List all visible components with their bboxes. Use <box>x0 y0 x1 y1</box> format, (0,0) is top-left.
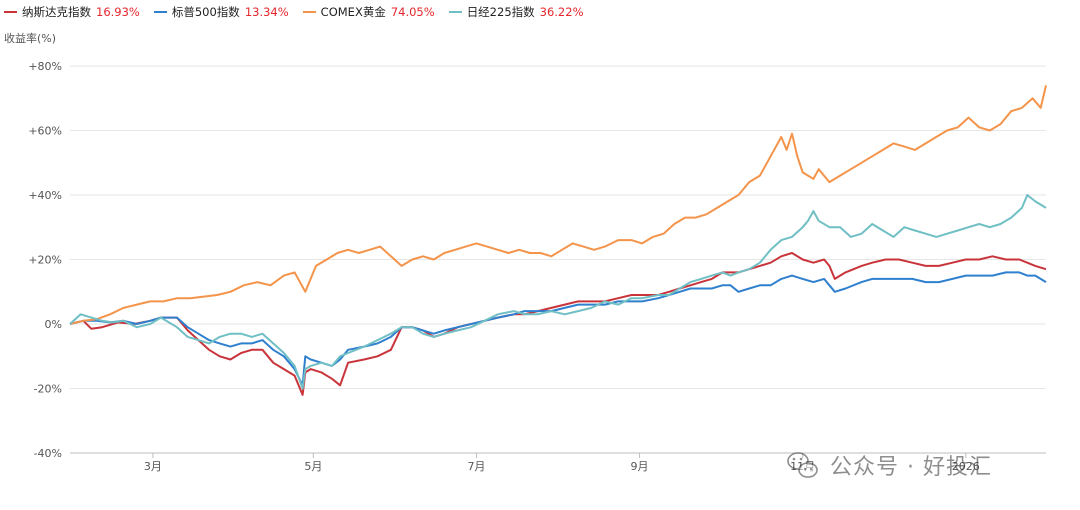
legend-swatch-nikkei225 <box>448 11 462 13</box>
grid-lines <box>70 65 1046 454</box>
legend-swatch-comex-gold <box>302 11 316 13</box>
y-tick-label: +20% <box>28 254 62 267</box>
legend-name-comex-gold: COMEX黄金 <box>320 5 386 19</box>
legend-name-sp500: 标普500指数 <box>171 5 240 19</box>
legend-return-nikkei225: 36.22% <box>539 5 584 19</box>
legend-return-nasdaq: 16.93% <box>96 5 140 19</box>
chart-legend: 纳斯达克指数 16.93% 标普500指数 13.34% COMEX黄金 74.… <box>4 2 598 22</box>
legend-name-nasdaq: 纳斯达克指数 <box>22 5 91 19</box>
legend-swatch-sp500 <box>153 11 167 13</box>
y-tick-label: -40% <box>34 447 62 460</box>
legend-return-sp500: 13.34% <box>244 5 289 19</box>
legend-swatch-nasdaq <box>4 11 17 13</box>
legend-return-comex-gold: 74.05% <box>390 5 435 19</box>
x-tick-label: 3月 <box>144 460 162 473</box>
y-tick-label: -20% <box>34 383 62 396</box>
x-tick-label: 5月 <box>304 460 322 473</box>
series-line-comex-gold[interactable] <box>69 85 1047 325</box>
x-tick-label: 2026 <box>952 460 980 473</box>
y-axis-ticks: +80% +60% +40% +20% 0% -20% -40% <box>28 60 62 460</box>
watermark: 公众号 · 好投汇 <box>787 452 992 480</box>
x-tick-label: 7月 <box>467 460 485 473</box>
series-line-nikkei225[interactable] <box>69 194 1047 390</box>
watermark-text: 公众号 · 好投汇 <box>830 455 992 480</box>
legend-item-comex-gold[interactable]: COMEX黄金 74.05% <box>302 4 435 20</box>
legend-name-nikkei225: 日经225指数 <box>466 5 535 19</box>
legend-item-nikkei225[interactable]: 日经225指数 36.22% <box>448 4 584 20</box>
y-tick-label: 0% <box>45 318 62 331</box>
legend-item-nasdaq[interactable]: 纳斯达克指数 16.93% <box>4 4 140 20</box>
series-lines <box>69 85 1047 396</box>
x-axis-ticks: 3月5月7月9月11月2026 <box>144 453 980 473</box>
wechat-icon <box>787 452 818 478</box>
y-axis-label: 收益率(%) <box>4 31 56 45</box>
y-tick-label: +40% <box>28 189 62 202</box>
y-tick-label: +80% <box>28 60 62 73</box>
y-tick-label: +60% <box>28 125 62 138</box>
legend-item-sp500[interactable]: 标普500指数 13.34% <box>153 4 289 20</box>
x-tick-label: 9月 <box>631 460 649 473</box>
series-line-nasdaq[interactable] <box>69 252 1047 396</box>
series-line-sp500[interactable] <box>69 271 1047 387</box>
